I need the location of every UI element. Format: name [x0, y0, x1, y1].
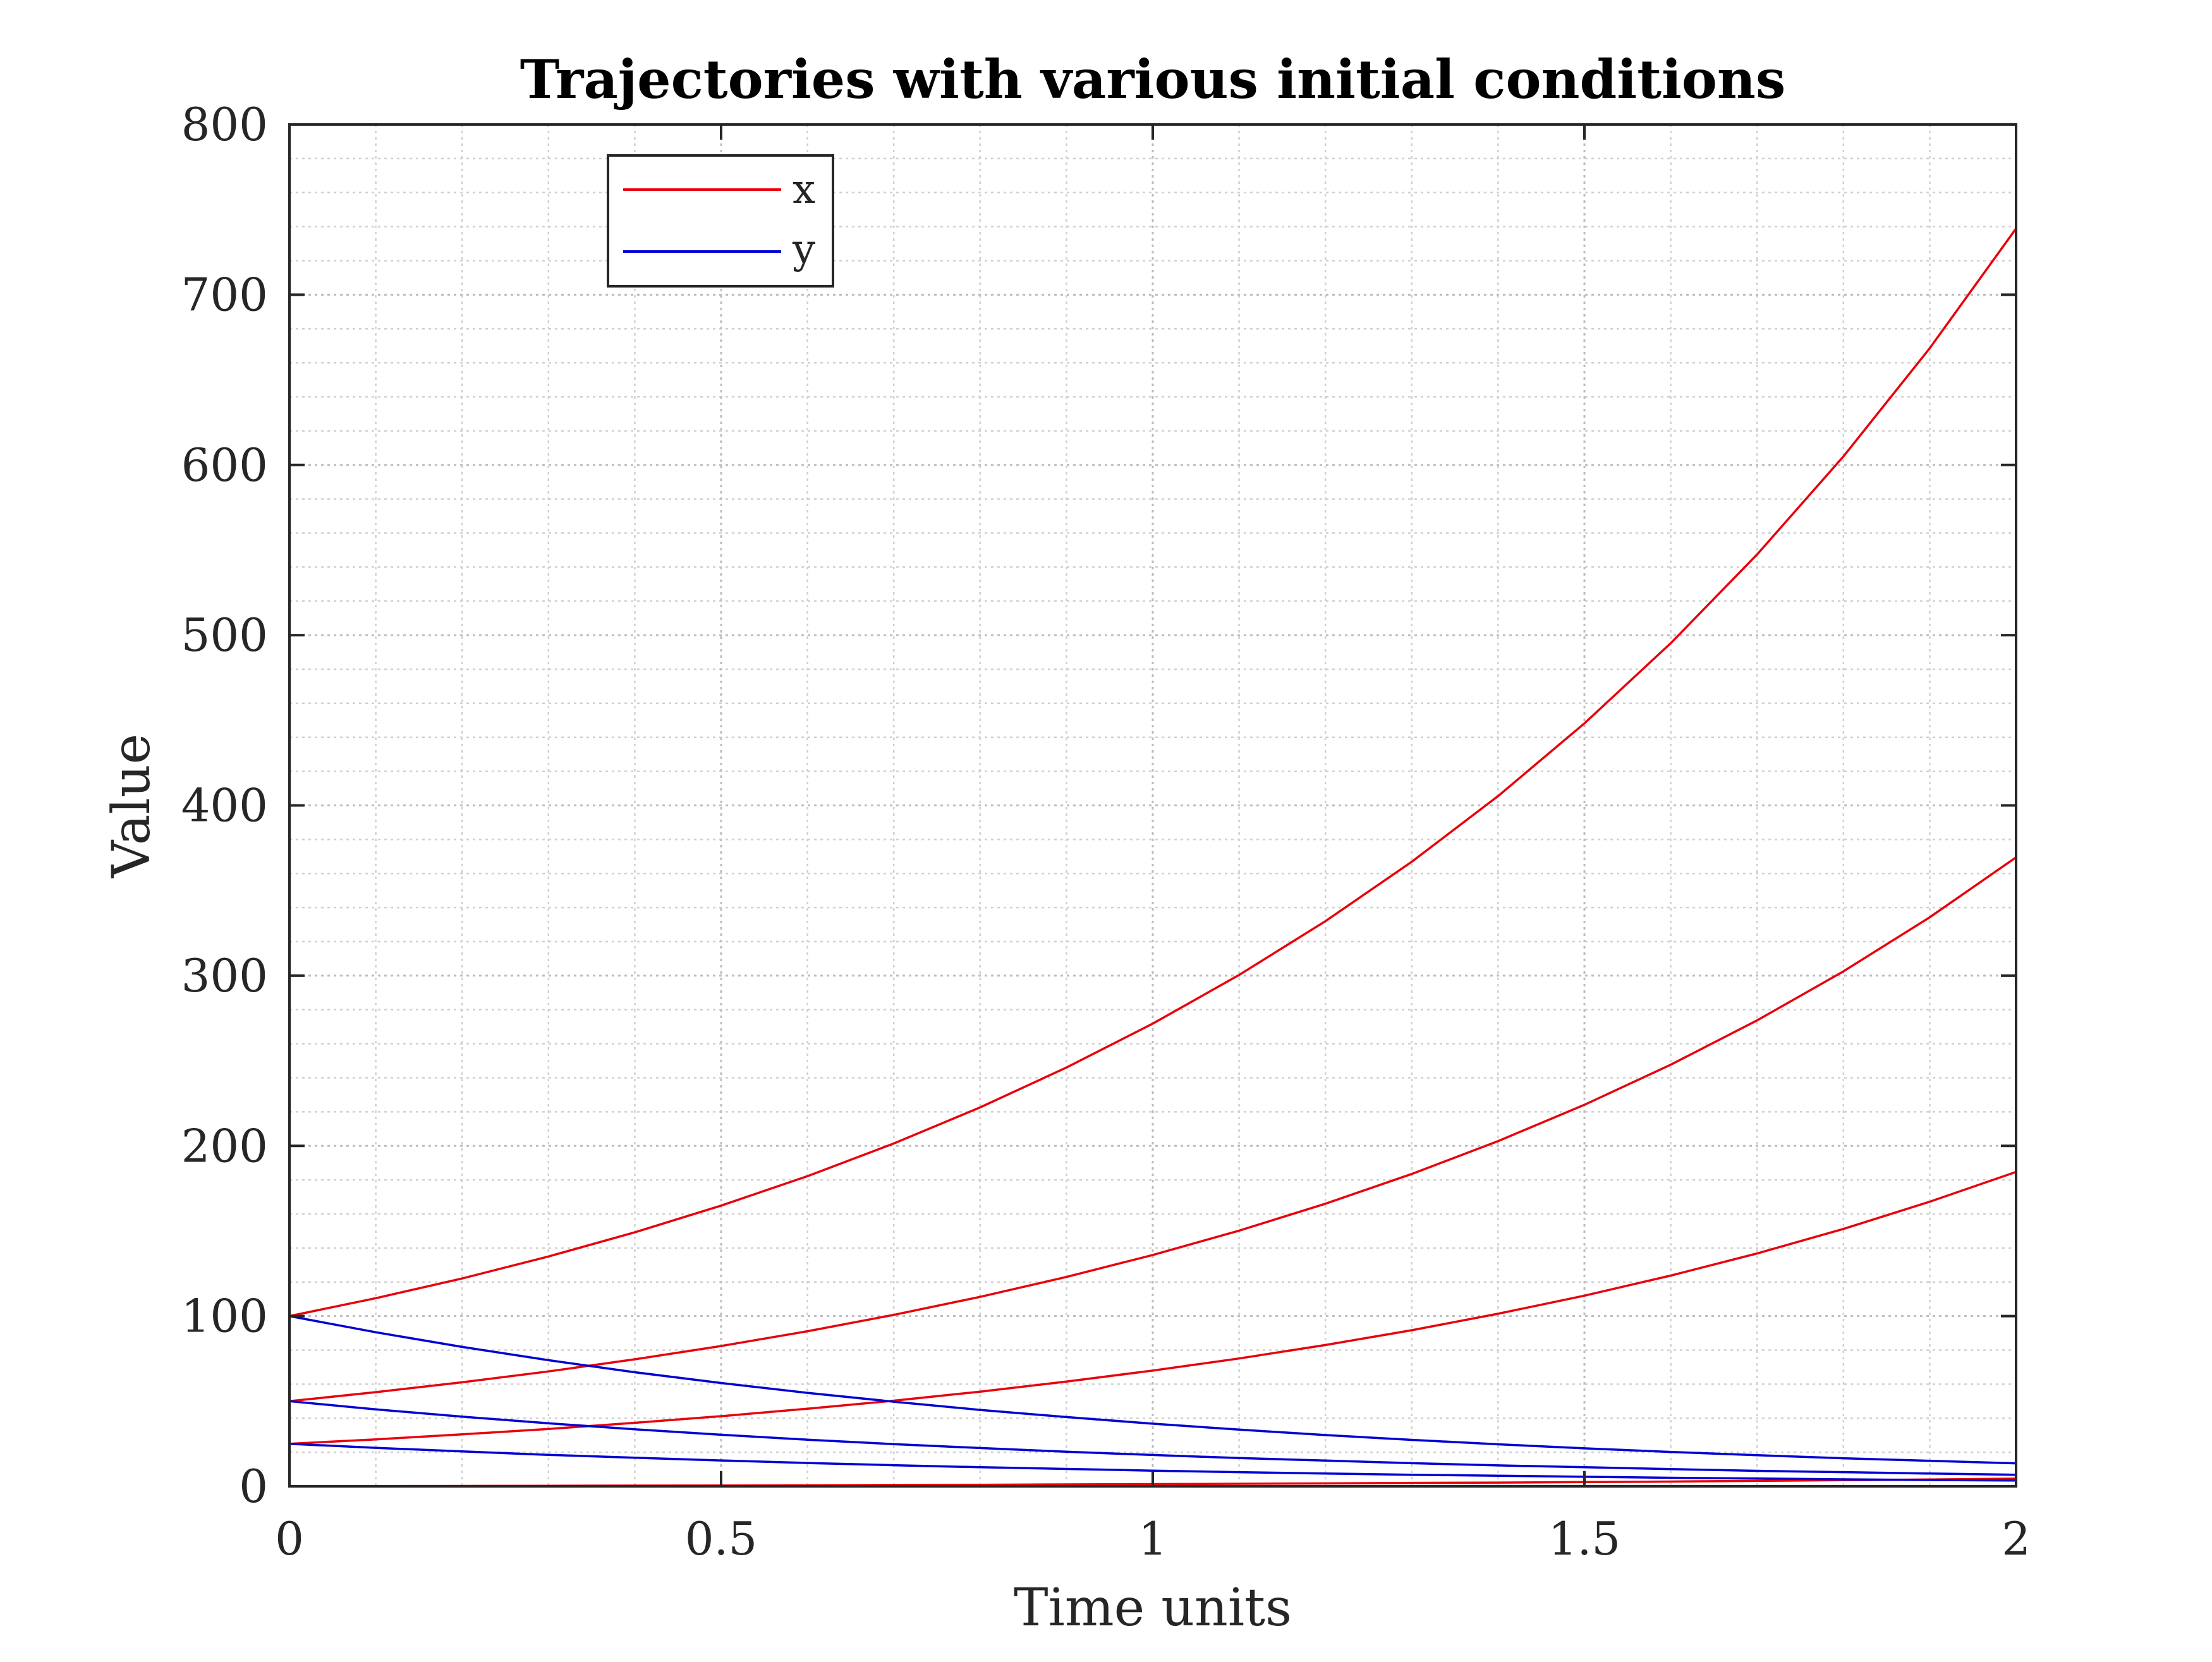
x-tick-label: 1	[1138, 1512, 1167, 1565]
series-line-x-1	[289, 856, 2017, 1403]
series-line-x-0	[289, 227, 2017, 1318]
x-tick-label: 2	[2002, 1512, 2031, 1565]
y-tick-label: 700	[181, 268, 268, 321]
legend: x y	[607, 154, 834, 288]
legend-label-y: y	[792, 226, 815, 273]
x-tick-label: 1.5	[1548, 1512, 1621, 1565]
chart-title: Trajectories with various initial condit…	[520, 48, 1786, 111]
series-line-y-4	[289, 1314, 2017, 1465]
y-tick-label: 600	[181, 439, 268, 492]
y-tick-label: 300	[181, 949, 268, 1002]
ticks-layer	[288, 123, 2017, 1488]
y-tick-label: 400	[181, 779, 268, 832]
legend-box	[607, 154, 834, 288]
x-tick-label: 0.5	[685, 1512, 758, 1565]
tick-labels-layer: 0 0.5 1 1.5 2 0 100 200 300 400 500 600 700 800	[181, 98, 2031, 1565]
series-line-y-5	[289, 1400, 2017, 1476]
series-line-y-6	[289, 1442, 2017, 1482]
series-line-x-2	[289, 1170, 2017, 1445]
y-axis-label: Value	[102, 734, 162, 878]
y-tick-label: 500	[181, 609, 268, 662]
y-tick-label: 0	[239, 1460, 268, 1513]
legend-label-x: x	[793, 166, 815, 213]
y-tick-label: 800	[181, 98, 268, 151]
x-axis-label: Time units	[1014, 1578, 1292, 1638]
x-tick-label: 0	[275, 1512, 304, 1565]
y-tick-label: 100	[181, 1290, 268, 1343]
y-tick-label: 200	[181, 1119, 268, 1172]
